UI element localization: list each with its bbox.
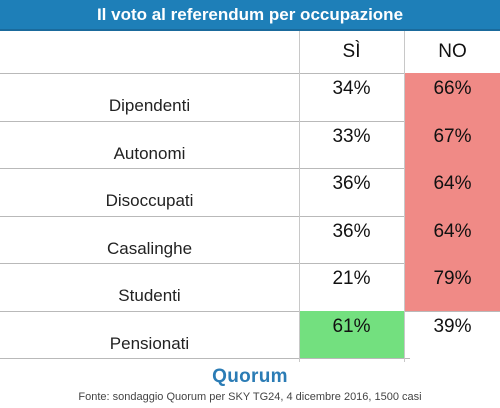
row-label: Studenti [118,286,181,305]
header-divider [0,73,500,74]
no-value: 39% [433,316,472,337]
source-note: Fonte: sondaggio Quorum per SKY TG24, 4 … [78,391,422,403]
no-highlight-cell [405,263,500,311]
column-divider-no [404,31,405,362]
no-value: 66% [433,78,472,99]
no-highlight-cell [405,216,500,264]
no-value: 79% [433,268,472,289]
column-divider-si [299,31,300,362]
si-value: 34% [332,78,371,99]
si-value: 33% [332,126,371,147]
no-highlight-cell [405,168,500,216]
si-value: 36% [332,221,371,242]
row-divider [0,311,500,312]
chart-title: Il voto al referendum per occupazione [0,0,500,31]
results-table: SÌ NO Dipendenti 34% 66% Autonomi 33% 67% Diso… [0,31,500,362]
row-divider [0,263,500,264]
row-divider [0,121,500,122]
no-value: 64% [433,173,472,194]
quorum-logo: Quorum [212,366,288,387]
no-highlight-cell [405,73,500,121]
row-label: Dipendenti [108,96,191,115]
column-header-no: NO [438,41,467,62]
row-divider [0,168,500,169]
row-label: Disoccupati [105,191,194,210]
row-label: Pensionati [109,334,190,353]
no-value: 67% [433,126,472,147]
si-value: 36% [332,173,371,194]
no-highlight-cell [405,121,500,169]
si-value: 21% [332,268,371,289]
row-divider [0,216,500,217]
row-label: Casalinghe [106,239,193,258]
row-label: Autonomi [113,144,186,163]
column-header-si: SÌ [342,41,361,62]
table-bottom-line [0,358,410,359]
si-highlight-cell [299,311,404,359]
no-value: 64% [433,221,472,242]
si-value: 61% [332,316,371,337]
